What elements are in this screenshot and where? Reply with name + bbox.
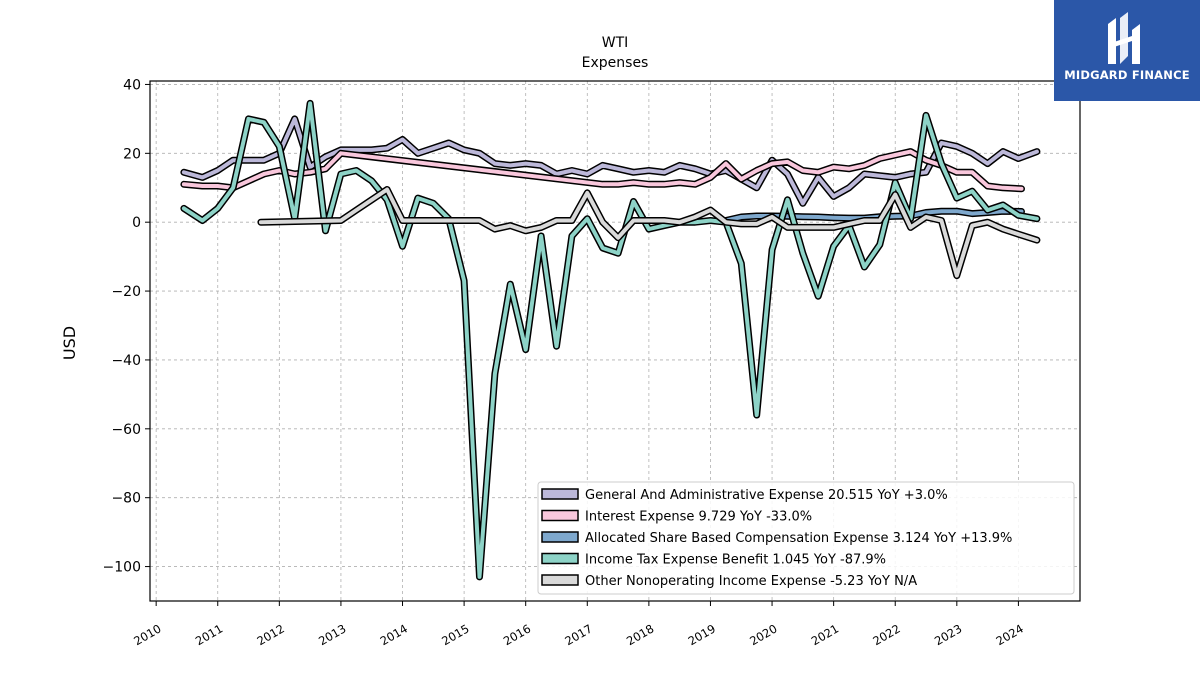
legend-swatch bbox=[541, 531, 579, 543]
legend-swatch bbox=[541, 574, 579, 586]
x-axis-ticks: 2010 2011 2012 2013 2014 2015 2016 2017 2018 2019… bbox=[131, 601, 1026, 648]
legend-box bbox=[537, 481, 1075, 595]
chart-subtitle: Expenses bbox=[582, 55, 649, 71]
x-tick-label: 2017 bbox=[562, 621, 594, 648]
x-tick-label: 2022 bbox=[870, 621, 902, 648]
midgard-logo-icon bbox=[1108, 12, 1140, 64]
y-tick-label: −80 bbox=[111, 491, 141, 507]
x-tick-label: 2021 bbox=[809, 621, 841, 648]
y-axis-label: USD bbox=[60, 326, 79, 360]
y-tick-label: −60 bbox=[111, 422, 141, 438]
legend-swatch bbox=[541, 488, 579, 500]
y-tick-label: −40 bbox=[111, 353, 141, 369]
legend-swatch bbox=[541, 509, 579, 522]
legend-entry: General And Administrative Expense 20.51… bbox=[585, 488, 948, 503]
x-tick-label: 2024 bbox=[994, 621, 1026, 648]
series-layer bbox=[180, 99, 1041, 581]
legend-swatch bbox=[541, 552, 579, 565]
legend-entry: Allocated Share Based Compensation Expen… bbox=[585, 531, 1012, 546]
brand-logo: MIDGARD FINANCE bbox=[1054, 0, 1200, 101]
brand-name: MIDGARD FINANCE bbox=[1064, 68, 1190, 82]
y-axis-ticks: 40 20 0 −20 −40 −60 −80 −100 bbox=[103, 77, 150, 576]
chart-title: WTI bbox=[602, 35, 629, 51]
x-tick-label: 2016 bbox=[501, 621, 533, 648]
y-tick-label: −20 bbox=[111, 284, 141, 300]
x-tick-label: 2014 bbox=[378, 621, 410, 648]
y-tick-label: 40 bbox=[123, 77, 141, 93]
x-tick-label: 2015 bbox=[439, 621, 471, 648]
x-tick-label: 2010 bbox=[131, 621, 163, 648]
legend-entry: Income Tax Expense Benefit 1.045 YoY -87… bbox=[585, 553, 886, 568]
series-5 bbox=[257, 186, 1041, 280]
series-line bbox=[258, 187, 1039, 278]
y-tick-label: 0 bbox=[132, 215, 141, 231]
x-tick-label: 2011 bbox=[193, 621, 225, 648]
x-tick-label: 2019 bbox=[686, 621, 718, 648]
x-tick-label: 2013 bbox=[316, 621, 348, 648]
y-tick-label: 20 bbox=[123, 146, 141, 162]
legend-entry: Interest Expense 9.729 YoY -33.0% bbox=[585, 510, 812, 525]
plot-frame bbox=[149, 80, 1081, 602]
x-tick-label: 2012 bbox=[254, 621, 286, 648]
series-line bbox=[181, 116, 1039, 206]
legend-entry: Other Nonoperating Income Expense -5.23 … bbox=[585, 574, 917, 589]
x-tick-label: 2018 bbox=[624, 621, 656, 648]
x-tick-label: 2023 bbox=[932, 621, 964, 648]
x-tick-label: 2020 bbox=[747, 621, 779, 648]
legend: General And Administrative Expense 20.51… bbox=[537, 481, 1075, 595]
series-1 bbox=[180, 115, 1041, 207]
y-tick-label: −100 bbox=[103, 560, 141, 576]
